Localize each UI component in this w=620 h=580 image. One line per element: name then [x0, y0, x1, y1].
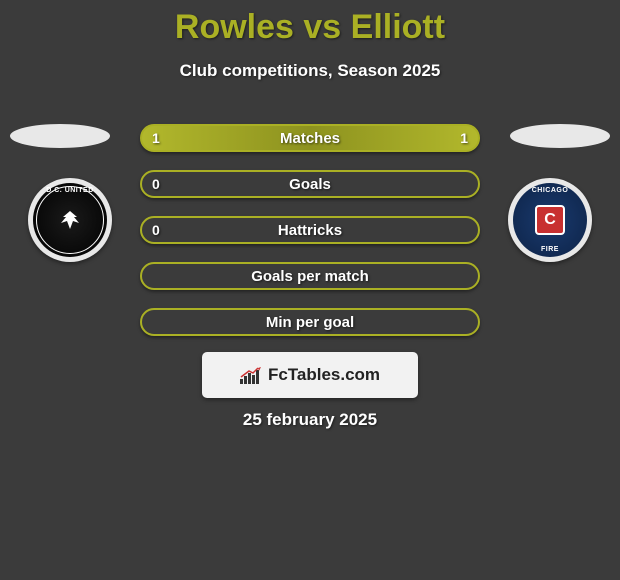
stat-value-left: 1 — [152, 130, 160, 146]
player-avatar-right — [510, 124, 610, 148]
page-subtitle: Club competitions, Season 2025 — [0, 61, 620, 81]
club-name-left: D.C. UNITED — [46, 187, 94, 194]
stat-bar: Matches 1 1 — [140, 124, 480, 152]
stat-label: Goals per match — [251, 268, 369, 285]
chicago-fire-crest-icon: CHICAGO C FIRE — [513, 183, 587, 257]
page-title: Rowles vs Elliott — [0, 0, 620, 47]
player-avatar-left — [10, 124, 110, 148]
club-name-right-bot: FIRE — [541, 246, 559, 253]
stat-value-right: 1 — [460, 130, 468, 146]
watermark: FcTables.com — [202, 352, 418, 398]
stat-bar: Min per goal — [140, 308, 480, 336]
c-icon: C — [544, 211, 556, 229]
watermark-text: FcTables.com — [268, 365, 380, 385]
stat-label: Min per goal — [266, 314, 354, 331]
club-name-right-top: CHICAGO — [532, 187, 569, 194]
fctables-logo-icon — [240, 366, 262, 384]
stat-value-left: 0 — [152, 222, 160, 238]
club-badge-left: D.C. UNITED — [28, 178, 112, 262]
stat-value-left: 0 — [152, 176, 160, 192]
dc-united-crest-icon: D.C. UNITED — [33, 183, 107, 257]
stat-bar: Hattricks 0 — [140, 216, 480, 244]
stat-label: Hattricks — [278, 222, 342, 239]
stat-bar: Goals per match — [140, 262, 480, 290]
stat-label: Matches — [280, 130, 340, 147]
stat-label: Goals — [289, 176, 331, 193]
eagle-icon — [55, 205, 85, 235]
stat-bar: Goals 0 — [140, 170, 480, 198]
date-text: 25 february 2025 — [0, 410, 620, 430]
club-badge-right: CHICAGO C FIRE — [508, 178, 592, 262]
stats-bars: Matches 1 1 Goals 0 Hattricks 0 Goals per match… — [140, 124, 480, 354]
